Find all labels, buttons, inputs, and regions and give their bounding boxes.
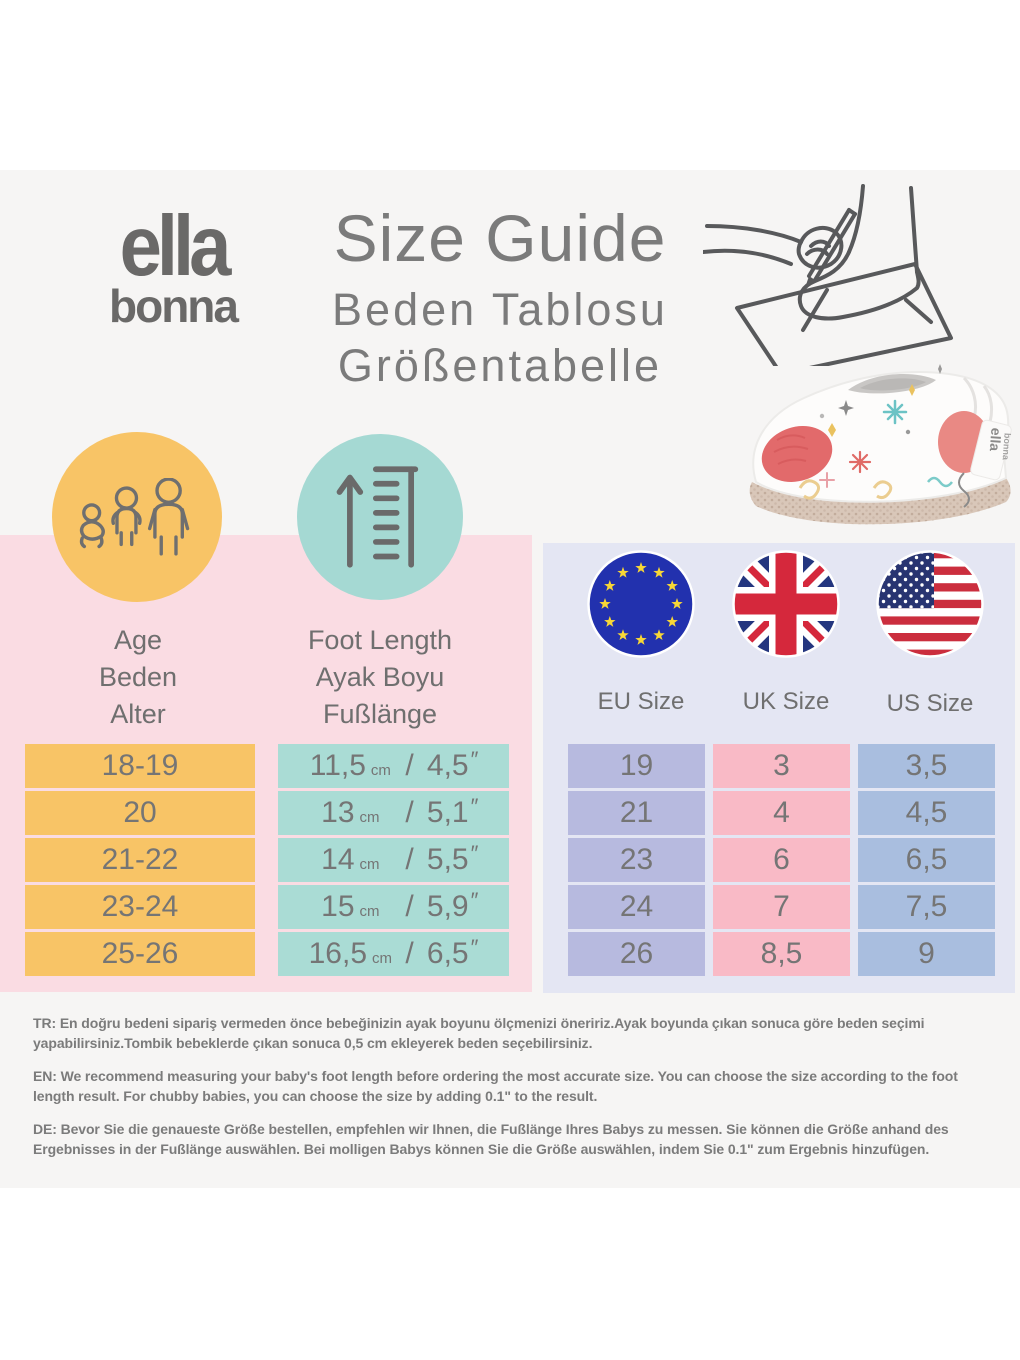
eu-cell: 19: [568, 744, 705, 788]
uk-cell: 4: [713, 791, 850, 835]
uk-cell: 6: [713, 838, 850, 882]
brand-logo-line2: bonna: [109, 279, 239, 332]
foot-col: 11,5 cm/4,5 ″ 13 cm/5,1 ″ 14 cm/5,5 ″ 15 cm/5,9 ″ 16…: [278, 744, 509, 979]
eu-flag-icon: [587, 550, 695, 658]
us-cell: 7,5: [858, 885, 995, 929]
shoe-tag-text2: bonna: [1001, 433, 1013, 462]
foot-cell: 16,5 cm/6,5 ″: [278, 932, 509, 976]
title-sub-de: Größentabelle: [337, 340, 663, 392]
uk-size-header: UK Size: [742, 688, 830, 715]
us-cell: 6,5: [858, 838, 995, 882]
eu-cell: 26: [568, 932, 705, 976]
family-icon: [79, 478, 190, 556]
age-header-tr: Beden: [98, 662, 178, 692]
age-cell: 18-19: [25, 744, 255, 788]
uk-cell: 3: [713, 744, 850, 788]
uk-cell: 8,5: [713, 932, 850, 976]
page-title: Size Guide Beden Tablosu Größentabelle: [280, 201, 720, 394]
uk-col: 3 4 6 7 8,5: [713, 744, 850, 979]
us-cell: 9: [858, 932, 995, 976]
footnote-tr: TR: En doğru bedeni sipariş vermeden önc…: [33, 1015, 925, 1051]
foot-length-header: Foot Length Ayak Boyu Fußlänge: [280, 622, 480, 733]
shoe-photo: ella bonna: [749, 364, 1013, 525]
foot-header-en: Foot Length: [307, 625, 453, 655]
title-main: Size Guide: [333, 201, 667, 275]
uk-flag-icon: [732, 550, 840, 658]
eu-cell: 21: [568, 791, 705, 835]
age-cell: 21-22: [25, 838, 255, 882]
us-flag-icon: [876, 550, 984, 658]
age-category-circle: [52, 432, 222, 602]
foot-length-circle: [297, 434, 463, 600]
foot-measuring-illustration: [703, 184, 953, 366]
age-cell: 23-24: [25, 885, 255, 929]
us-cell: 3,5: [858, 744, 995, 788]
age-cell: 20: [25, 791, 255, 835]
brand-logo-line1: ella: [119, 198, 232, 295]
foot-cell: 14 cm/5,5 ″: [278, 838, 509, 882]
footnote-en: EN: We recommend measuring your baby's f…: [33, 1068, 958, 1104]
age-header: Age Beden Alter: [48, 622, 228, 733]
us-col: 3,5 4,5 6,5 7,5 9: [858, 744, 995, 979]
footnote-de: DE: Bevor Sie die genaueste Größe bestel…: [33, 1121, 949, 1157]
eu-col: 19 21 23 24 26: [568, 744, 705, 979]
age-header-en: Age: [113, 625, 163, 655]
foot-cell: 11,5 cm/4,5 ″: [278, 744, 509, 788]
eu-cell: 24: [568, 885, 705, 929]
title-sub-tr: Beden Tablosu: [332, 284, 668, 336]
us-size-header: US Size: [886, 690, 974, 717]
footnotes: TR: En doğru bedeni sipariş vermeden önc…: [33, 1014, 993, 1174]
uk-cell: 7: [713, 885, 850, 929]
eu-cell: 23: [568, 838, 705, 882]
eu-size-header: EU Size: [597, 688, 685, 715]
foot-header-de: Fußlänge: [322, 699, 438, 729]
age-cell: 25-26: [25, 932, 255, 976]
shoe-tag-text: ella: [987, 427, 1005, 452]
brand-logo: ella bonna: [86, 204, 260, 332]
foot-header-tr: Ayak Boyu: [315, 662, 445, 692]
foot-cell: 15 cm/5,9 ″: [278, 885, 509, 929]
us-cell: 4,5: [858, 791, 995, 835]
foot-cell: 13 cm/5,1 ″: [278, 791, 509, 835]
age-header-de: Alter: [110, 699, 166, 729]
ruler-icon: [336, 466, 419, 568]
age-col: 18-19 20 21-22 23-24 25-26: [25, 744, 255, 979]
